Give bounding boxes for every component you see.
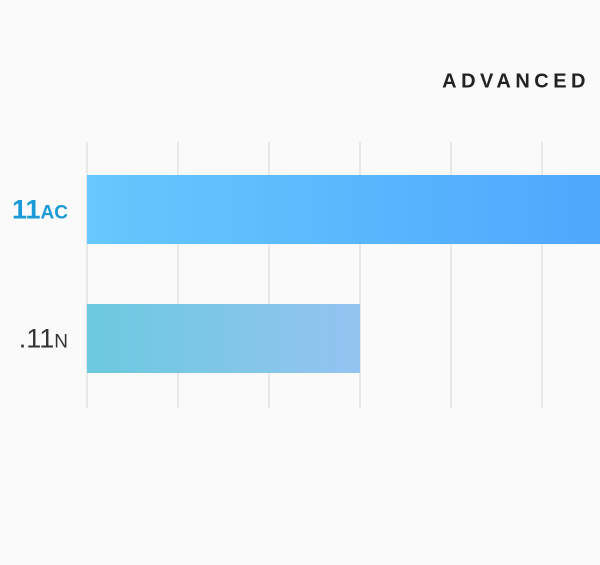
category-label: .11n — [19, 324, 68, 354]
category-label: 11ac — [12, 195, 68, 225]
chart-title: ADVANCED — [442, 70, 590, 92]
bar — [87, 175, 600, 244]
bar — [87, 304, 360, 373]
